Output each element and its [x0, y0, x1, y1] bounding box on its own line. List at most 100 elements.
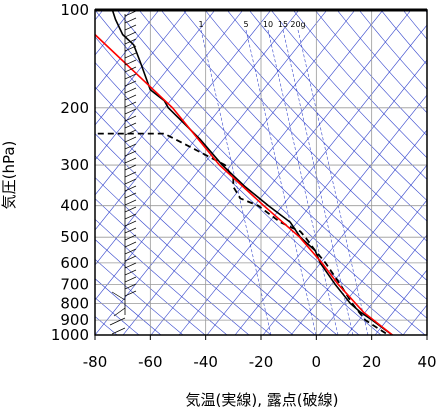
barb	[124, 17, 137, 24]
y-axis-label: 気圧(hPa)	[0, 141, 18, 210]
barb	[113, 307, 126, 317]
barb	[124, 143, 137, 150]
isotherm	[95, 10, 356, 335]
barb	[124, 129, 137, 136]
isotherm	[346, 234, 427, 335]
barb	[124, 234, 137, 241]
barb	[124, 185, 137, 192]
barb	[124, 80, 137, 87]
dry-adiabat	[314, 10, 427, 137]
dry-adiabat	[95, 155, 294, 335]
isotherm	[290, 164, 427, 335]
barb	[124, 101, 137, 108]
isotherm	[262, 129, 427, 335]
x-tick-label: -80	[83, 353, 108, 371]
barb	[124, 290, 137, 297]
barb	[124, 150, 137, 157]
barb	[124, 108, 137, 115]
isotherm	[150, 10, 412, 335]
dry-adiabat	[380, 10, 427, 66]
y-tick-label: 700	[60, 276, 89, 294]
y-tick-label: 1000	[51, 326, 89, 344]
x-tick-label: -40	[193, 353, 218, 371]
dry-adiabat	[95, 239, 206, 335]
barb	[124, 262, 137, 269]
dry-adiabat	[95, 86, 360, 335]
isotherm	[431, 10, 436, 335]
barb	[124, 255, 137, 262]
barb	[124, 227, 137, 234]
barb	[124, 178, 137, 185]
dry-adiabat	[292, 10, 427, 159]
dry-adiabat	[270, 10, 427, 180]
dry-adiabat	[95, 10, 426, 335]
x-tick-label: 0	[312, 353, 322, 371]
barb	[124, 31, 137, 38]
background-lines	[95, 10, 436, 335]
barb	[124, 171, 137, 178]
dry-adiabat	[138, 10, 427, 300]
barb	[124, 220, 137, 227]
barb	[124, 94, 137, 101]
isotherm	[95, 10, 188, 126]
isotherm	[122, 10, 384, 335]
mixing-ratio-label: 5	[243, 20, 248, 29]
dry-adiabat	[204, 10, 427, 242]
barb	[124, 73, 137, 80]
y-tick-label: 500	[60, 228, 89, 246]
mixing-ratio-label: 15	[278, 20, 288, 29]
barb	[124, 87, 137, 94]
mixing-ratio-label: 10	[263, 20, 273, 29]
barb	[124, 122, 137, 129]
barb	[124, 206, 137, 213]
isotherm	[95, 10, 244, 196]
dry-adiabat	[95, 278, 162, 335]
y-tick-label: 300	[60, 156, 89, 174]
x-tick-label: -20	[249, 353, 274, 371]
mixing-ratio-line	[282, 29, 354, 335]
barb	[124, 66, 137, 73]
barb	[124, 157, 137, 164]
barb	[124, 136, 137, 143]
y-tick-label: 200	[60, 99, 89, 117]
y-tick-label: 400	[60, 197, 89, 215]
dry-adiabat	[95, 198, 250, 335]
y-tick-label: 100	[60, 1, 89, 19]
barb	[111, 291, 126, 301]
wind-barbs	[109, 10, 137, 335]
profiles	[95, 10, 393, 335]
barb	[124, 192, 137, 199]
barb	[124, 213, 137, 220]
isotherm	[206, 59, 427, 335]
barb	[124, 45, 137, 52]
isotherm	[95, 10, 216, 161]
y-tick-label: 600	[60, 254, 89, 272]
mixing-ratio-line	[245, 29, 317, 335]
barb	[124, 59, 137, 66]
isotherm	[318, 199, 427, 335]
mixing-ratio-line	[297, 29, 369, 335]
barb	[124, 199, 137, 206]
mixing-ratio-label: 1	[198, 20, 203, 29]
isotherm	[95, 10, 300, 266]
dry-adiabat	[95, 218, 228, 335]
dry-adiabat	[182, 10, 427, 262]
y-tick-label: 800	[60, 295, 89, 313]
x-axis-label: 気温(実線), 露点(破線)	[186, 391, 339, 409]
barb	[124, 241, 137, 248]
mixing-ratio-line	[200, 29, 272, 335]
barb	[124, 164, 137, 171]
dry-adiabat	[95, 110, 338, 335]
y-tick-label: 900	[60, 311, 89, 329]
barb	[111, 327, 126, 335]
dry-adiabat	[226, 10, 427, 222]
barb	[109, 317, 126, 326]
barb	[124, 52, 137, 59]
isotherm	[95, 10, 160, 91]
barb	[124, 276, 137, 283]
dry-adiabat	[248, 10, 427, 201]
dry-adiabat	[95, 177, 272, 335]
barb	[124, 283, 137, 290]
